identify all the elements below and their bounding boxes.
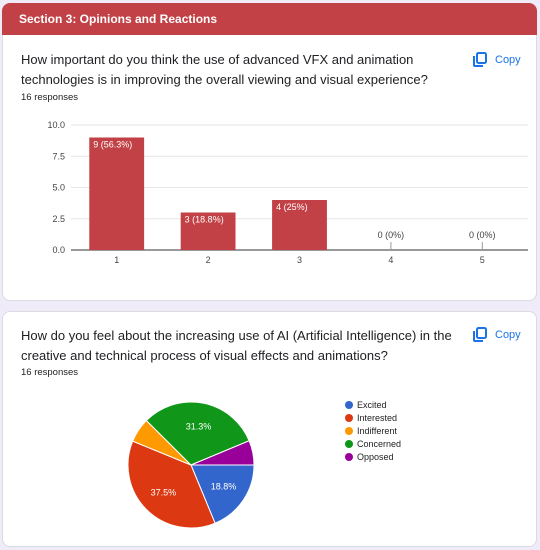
legend-item: Excited (357, 400, 387, 410)
y-tick-label: 2.5 (52, 214, 65, 224)
response-count: 16 responses (21, 367, 79, 378)
copy-icon (473, 52, 487, 67)
x-tick-label: 4 (388, 255, 393, 265)
pie-slice-concerned (145, 401, 250, 466)
pie-slice-label: 37.5% (151, 488, 177, 498)
y-tick-label: 10.0 (47, 120, 65, 130)
x-tick-label: 1 (114, 255, 119, 265)
x-tick-label: 3 (297, 255, 302, 265)
pie-slice-label: 18.8% (211, 482, 237, 492)
x-tick-label: 5 (480, 255, 485, 265)
bar-chart: 0.0 2.5 5.0 7.5 10.0 9 (56.3%) 1 3 (18.8%) 2 4 (2… (47, 120, 528, 265)
bar-data-label: 4 (25%) (276, 202, 308, 212)
bar-data-label: 0 (0%) (469, 230, 496, 240)
bar-data-label: 3 (18.8%) (185, 215, 224, 225)
bar-data-label: 0 (0%) (378, 230, 405, 240)
section-title: Section 3: Opinions and Reactions (19, 12, 218, 26)
legend-item: Concerned (357, 439, 401, 449)
question-card-2: How do you feel about the increasing use… (2, 311, 537, 547)
bar (89, 137, 145, 250)
question-text: How do you feel about the increasing use… (21, 328, 452, 363)
copy-button[interactable]: Copy (473, 327, 521, 342)
copy-button[interactable]: Copy (473, 52, 521, 67)
legend-swatch (345, 440, 353, 448)
copy-label: Copy (495, 53, 521, 66)
pie-slice-label: 31.3% (186, 422, 212, 432)
x-tick-label: 2 (206, 255, 211, 265)
legend-swatch (345, 414, 353, 422)
legend-item: Opposed (357, 452, 394, 462)
legend-swatch (345, 427, 353, 435)
pie-slice-opposed (190, 440, 255, 466)
question-card-1: How important do you think the use of ad… (2, 35, 537, 301)
bar-data-label: 9 (56.3%) (93, 140, 132, 150)
copy-icon (473, 327, 487, 342)
question-text: How important do you think the use of ad… (21, 52, 428, 87)
section-header: Section 3: Opinions and Reactions (2, 3, 537, 35)
pie-slice-interested (127, 440, 216, 529)
pie-slice-excited (190, 464, 255, 524)
copy-label: Copy (495, 328, 521, 341)
y-tick-label: 7.5 (52, 151, 65, 161)
legend-item: Indifferent (357, 426, 397, 436)
y-tick-label: 5.0 (52, 183, 65, 193)
pie-chart: 18.8% 37.5% 31.3% Excited Interested Indiffer… (127, 400, 401, 529)
bar (272, 200, 327, 250)
legend-swatch (345, 401, 353, 409)
legend-item: Interested (357, 413, 397, 423)
response-count: 16 responses (21, 92, 79, 103)
legend-swatch (345, 453, 353, 461)
bar (180, 212, 236, 250)
y-tick-label: 0.0 (52, 245, 65, 255)
